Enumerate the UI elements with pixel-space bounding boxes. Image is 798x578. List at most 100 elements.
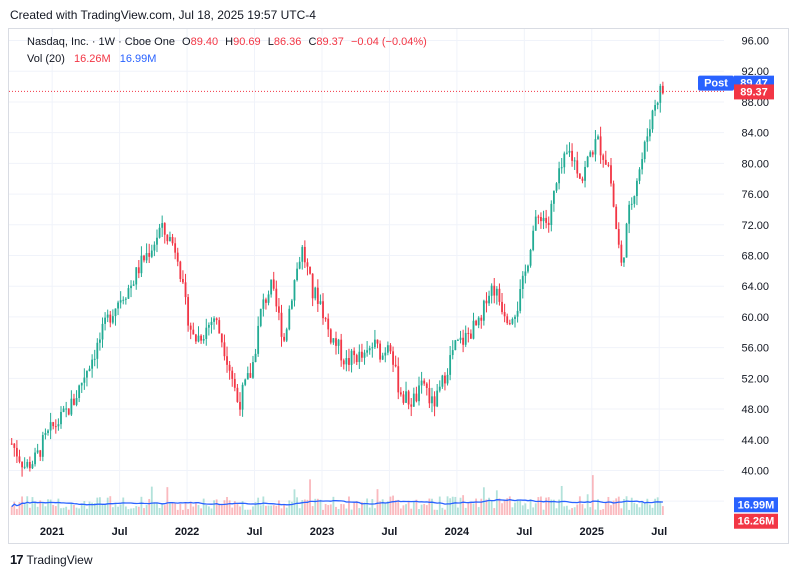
candle [550,203,553,226]
candle [381,355,384,360]
candle [171,237,174,244]
ohlc-legend: Nasdaq, Inc. · 1W · Cboe One O89.40 H90.… [27,36,427,48]
tradingview-footer[interactable]: 17 TradingView [10,552,93,567]
candle [472,320,475,339]
volume-bar [363,502,366,515]
volume-bar [70,503,73,515]
volume-bar [337,508,340,515]
candle [431,396,433,404]
y-tick-label: 96.00 [741,36,769,48]
candle [236,387,239,402]
volume-bar [654,498,657,515]
candle [98,339,101,343]
volume-bar [493,508,496,515]
candle [311,273,314,299]
candle [495,288,498,296]
candle [482,300,485,321]
volume-bar [197,505,200,515]
volume-bar [205,504,208,515]
volume-bar [192,506,195,515]
volume-bar [34,501,36,515]
candle [70,398,73,415]
volume-bar [506,498,509,515]
volume-bar [200,508,202,515]
candle [28,461,31,469]
candle [508,323,511,325]
candle [288,308,291,330]
candle [145,253,148,261]
candle [322,301,324,319]
volume-bar [298,508,301,515]
candle [485,300,488,304]
candle [361,351,363,358]
y-tick-label: 44.00 [741,435,769,447]
candle [132,284,135,286]
volume-bar [156,502,158,515]
volume-bar [80,503,83,515]
volume-bar [420,504,423,515]
volume-bar [560,485,563,515]
volume-bar [47,499,49,515]
volume-bar [620,508,623,515]
price-chart[interactable]: 96.00 92.00 88.00 84.00 80.00 76.00 72.00 68.00… [9,29,790,545]
volume-bar [78,508,81,515]
y-tick-label: 52.00 [741,373,769,385]
volume-bar [49,499,52,515]
candle [324,318,327,320]
volume-bar [267,505,270,515]
volume-bar [272,505,275,515]
candle [594,139,597,155]
volume-bar [329,504,332,515]
volume-bar [184,502,187,515]
volume-bar [392,495,394,515]
volume-bar [412,501,415,515]
candle [75,398,78,405]
y-tick-label: 84.00 [741,128,769,140]
volume-bar [176,509,179,515]
candle [368,348,371,351]
volume-bar [314,498,317,515]
candle [111,316,114,323]
chart-frame[interactable]: 96.00 92.00 88.00 84.00 80.00 76.00 72.00 68.00… [8,28,789,544]
candle [197,335,200,342]
volume-bar [610,505,612,515]
candle [298,261,301,269]
candle [519,288,522,311]
candle [615,206,618,230]
volume-bar [428,498,431,515]
close-value: 89.37 [316,36,344,48]
candle [332,338,335,343]
volume-bar [490,500,493,515]
volume-bar [31,497,34,515]
volume-bar [446,496,449,515]
volume-bar [119,504,122,515]
volume-bar [571,508,573,515]
candle [366,350,369,353]
volume-bar [324,503,327,515]
volume-bar [158,507,161,515]
candle [423,380,426,384]
candle [464,332,467,345]
volume-bar [303,499,306,515]
volume-bar [57,498,60,515]
volume-bar [462,495,465,515]
volume-bar [568,509,571,515]
volume-bar [521,505,524,515]
candle [384,352,387,356]
candle [565,152,568,154]
candle [319,301,322,304]
volume-bar [436,509,439,515]
candle [599,136,602,156]
candle [433,396,436,407]
candle [534,216,537,231]
candle [241,384,244,410]
volume-bar [254,502,257,515]
volume-bar [449,498,452,515]
candle [373,339,376,348]
volume-bar [257,497,260,515]
volume-bar [643,503,646,515]
volume-bar [353,502,356,515]
volume-bar [584,508,586,515]
candle [625,223,628,258]
volume-bar [44,506,47,515]
